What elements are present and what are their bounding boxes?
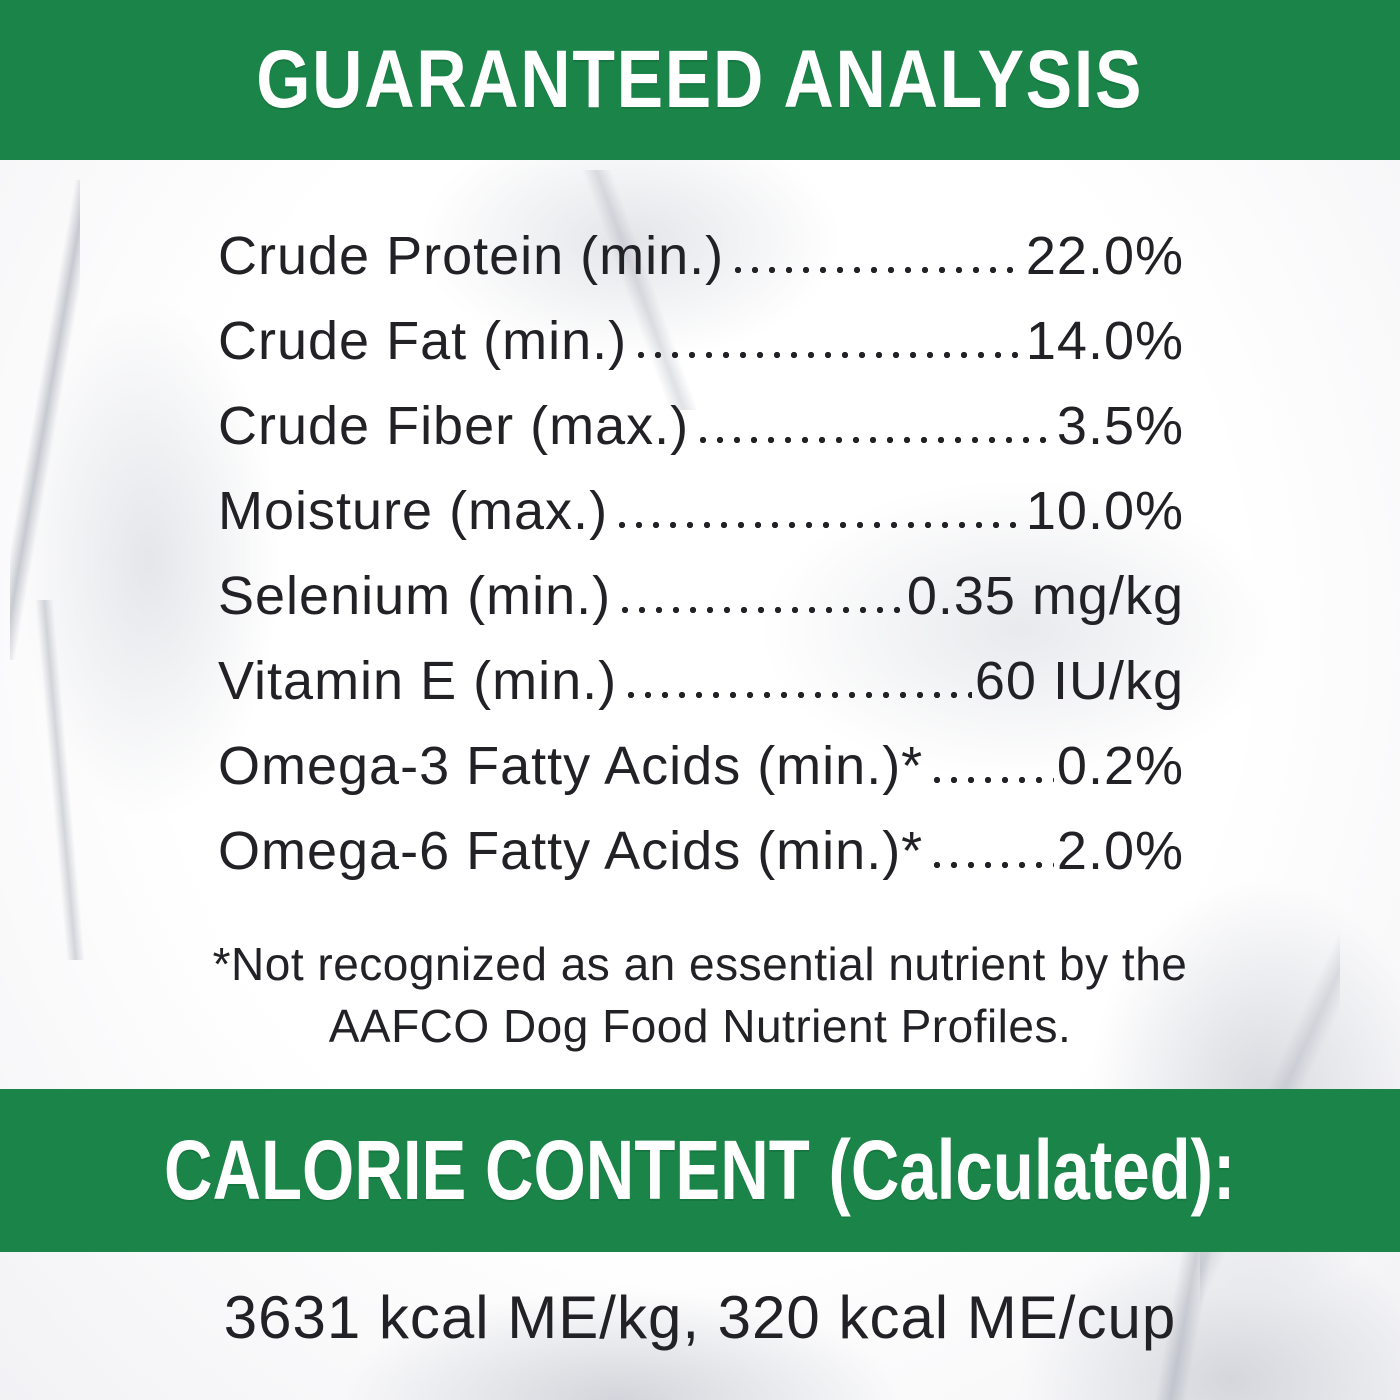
row-label: Crude Protein (min.) [218, 225, 725, 286]
row-label: Omega-3 Fatty Acids (min.)* [218, 735, 924, 796]
analysis-table: Crude Protein (min.) 22.0% Crude Fat (mi… [218, 160, 1184, 882]
row-label: Selenium (min.) [218, 565, 612, 626]
row-label: Crude Fat (min.) [218, 310, 628, 371]
table-row: Vitamin E (min.) 60 IU/kg [218, 627, 1184, 712]
dot-leader [623, 691, 972, 699]
table-row: Crude Fiber (max.) 3.5% [218, 372, 1184, 457]
row-label: Omega-6 Fatty Acids (min.)* [218, 820, 924, 881]
aafco-footnote: *Not recognized as an essential nutrient… [0, 934, 1400, 1057]
calorie-bar-background [0, 1089, 1400, 1252]
calorie-content-header-bar: CALORIE CONTENT (Calculated): [0, 1089, 1400, 1252]
row-value: 3.5% [1056, 395, 1184, 456]
row-label: Crude Fiber (max.) [218, 395, 690, 456]
table-row: Crude Protein (min.) 22.0% [218, 202, 1184, 287]
dot-leader [614, 521, 1023, 529]
row-value: 14.0% [1025, 310, 1184, 371]
row-label: Vitamin E (min.) [218, 650, 618, 711]
row-value: 10.0% [1025, 480, 1184, 541]
row-value: 2.0% [1056, 820, 1184, 881]
row-value: 60 IU/kg [974, 650, 1184, 711]
dot-leader [929, 861, 1054, 869]
header-bar-background [0, 0, 1400, 160]
footnote-line: AAFCO Dog Food Nutrient Profiles. [328, 999, 1072, 1052]
dot-leader [633, 351, 1023, 359]
calorie-content-title: CALORIE CONTENT (Calculated): [164, 1123, 1236, 1217]
guaranteed-analysis-header-bar: GUARANTEED ANALYSIS [0, 0, 1400, 160]
table-row: Moisture (max.) 10.0% [218, 457, 1184, 542]
table-row: Crude Fat (min.) 14.0% [218, 287, 1184, 372]
page-title: GUARANTEED ANALYSIS [256, 34, 1144, 125]
table-row: Selenium (min.) 0.35 mg/kg [218, 542, 1184, 627]
dot-leader [929, 776, 1054, 784]
row-value: 0.2% [1056, 735, 1184, 796]
row-value: 0.35 mg/kg [906, 565, 1184, 626]
dot-leader [695, 436, 1054, 444]
table-row: Omega-3 Fatty Acids (min.)* 0.2% [218, 712, 1184, 797]
calorie-content-value: 3631 kcal ME/kg, 320 kcal ME/cup [223, 1284, 1177, 1351]
table-row: Omega-6 Fatty Acids (min.)* 2.0% [218, 797, 1184, 882]
row-value: 22.0% [1025, 225, 1184, 286]
row-label: Moisture (max.) [218, 480, 609, 541]
dot-leader [617, 606, 904, 614]
footnote-line: *Not recognized as an essential nutrient… [212, 938, 1188, 990]
dot-leader [730, 266, 1023, 274]
